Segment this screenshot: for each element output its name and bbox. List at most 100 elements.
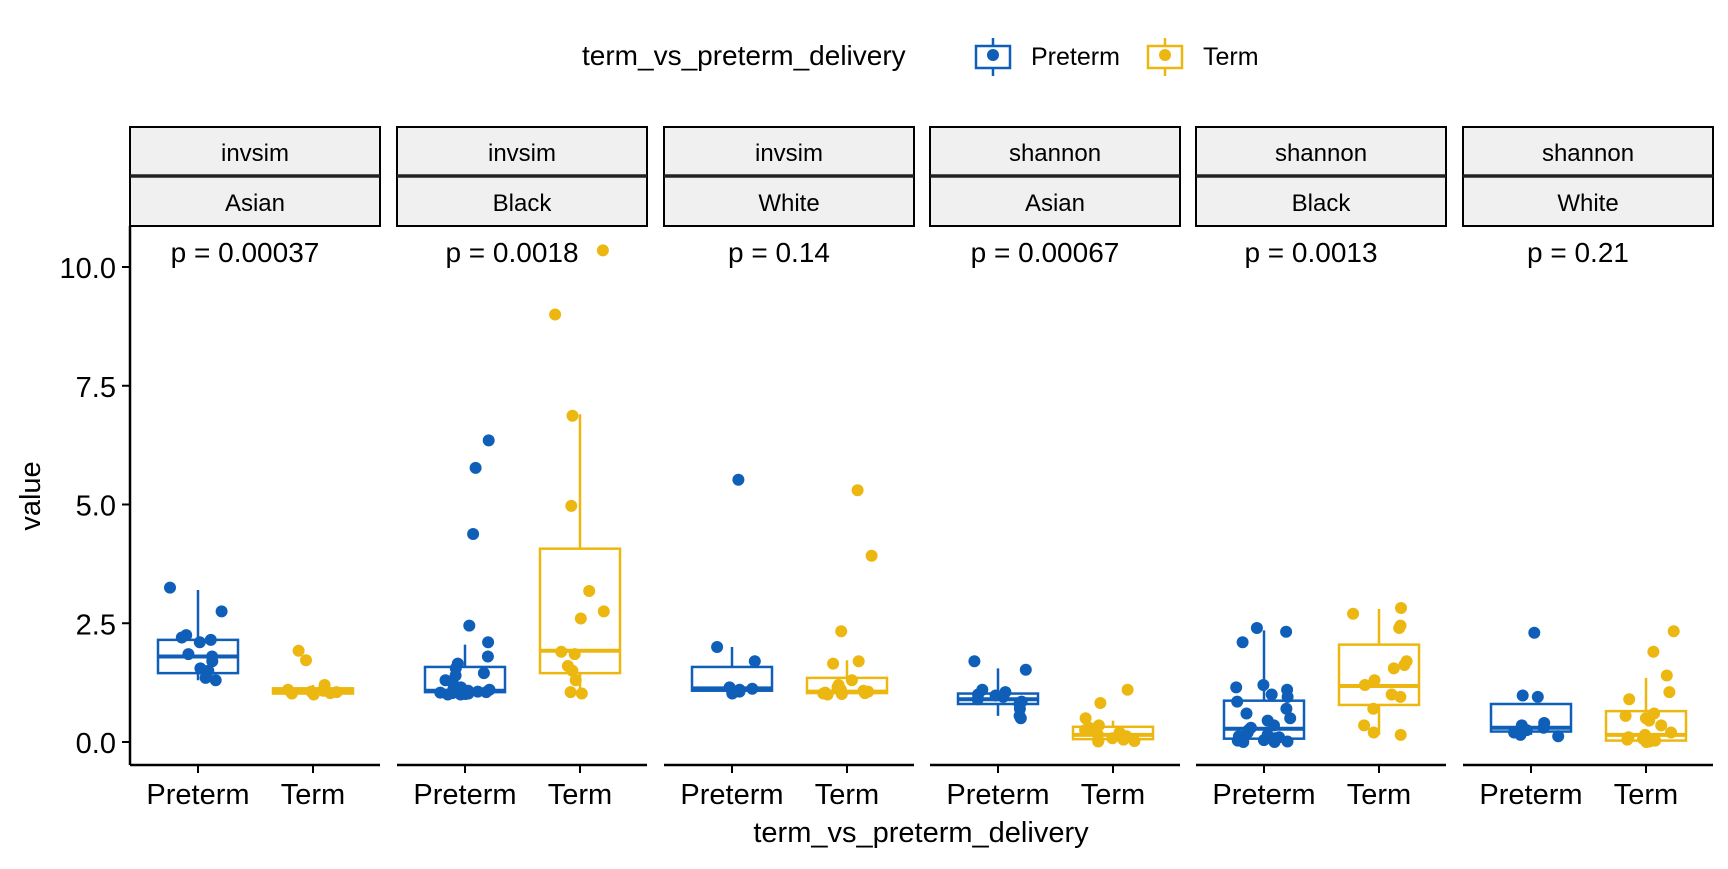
group-term: Term — [1604, 625, 1688, 811]
data-point — [1537, 721, 1550, 734]
group-term: Term — [1071, 683, 1155, 811]
data-point — [1393, 622, 1406, 634]
data-point — [1079, 712, 1092, 725]
data-point — [199, 671, 212, 684]
x-tick-label: Preterm — [946, 779, 1049, 811]
panel-3: invsim White p = 0.14 Preterm Term — [663, 126, 915, 811]
data-point — [1394, 728, 1407, 741]
legend-point — [987, 49, 999, 61]
data-point — [566, 409, 579, 422]
data-point — [748, 655, 761, 668]
data-point — [1284, 712, 1297, 725]
x-tick-label: Preterm — [1479, 779, 1582, 811]
data-point — [726, 687, 739, 700]
data-point — [858, 687, 871, 700]
data-point — [1230, 681, 1243, 694]
data-point — [1092, 735, 1105, 748]
data-point — [467, 528, 480, 540]
data-point — [835, 688, 848, 700]
strip-label-bottom: Asian — [225, 190, 285, 217]
group-term: Term — [538, 244, 622, 811]
data-point — [1231, 695, 1244, 708]
data-point — [575, 687, 588, 700]
data-point — [1094, 697, 1107, 709]
box — [1337, 643, 1421, 707]
strip-label-bottom: White — [1557, 190, 1618, 217]
data-point — [1514, 728, 1527, 741]
data-point — [845, 674, 858, 687]
group-preterm: Preterm — [1212, 622, 1316, 811]
data-point — [1387, 662, 1400, 675]
group-preterm: Preterm — [146, 581, 250, 811]
p-value-label: p = 0.14 — [728, 237, 830, 268]
data-point — [1660, 669, 1673, 682]
data-point — [324, 687, 337, 700]
x-tick-label: Preterm — [413, 779, 516, 811]
data-point — [463, 619, 476, 632]
y-axis: 0.0 2.5 5.0 7.5 10.0 value — [15, 226, 132, 765]
data-point — [1368, 674, 1381, 687]
data-point — [569, 674, 582, 687]
data-point — [1516, 689, 1529, 702]
data-point — [1014, 712, 1027, 725]
data-point — [1395, 602, 1407, 614]
data-point — [441, 688, 454, 701]
data-point — [1667, 625, 1680, 638]
data-point — [1665, 726, 1677, 739]
group-term: Term — [805, 484, 889, 811]
data-point — [1106, 732, 1119, 745]
data-point — [1281, 690, 1294, 703]
y-tick-label: 0.0 — [76, 728, 116, 760]
strip-label-top: shannon — [1275, 140, 1367, 167]
panel-2: invsim Black p = 0.0018 Preterm Term — [396, 126, 648, 811]
x-tick-label: Term — [1347, 779, 1411, 811]
data-point — [292, 644, 305, 657]
data-point — [565, 499, 578, 512]
legend-label: Preterm — [1031, 43, 1120, 71]
data-point — [469, 461, 482, 474]
p-value-label: p = 0.0013 — [1244, 237, 1377, 268]
data-point — [597, 605, 610, 618]
data-point — [215, 605, 228, 618]
data-point — [566, 664, 579, 677]
data-point — [1265, 688, 1278, 701]
legend-title: term_vs_preterm_delivery — [582, 40, 906, 71]
data-point — [1621, 733, 1634, 746]
strip-label-top: invsim — [221, 140, 289, 167]
data-point — [1528, 626, 1541, 639]
data-point — [477, 667, 490, 680]
data-point — [746, 682, 759, 695]
legend-point — [1159, 49, 1171, 61]
data-point — [1268, 719, 1280, 732]
data-point — [1552, 730, 1565, 743]
data-point — [968, 655, 981, 668]
data-point — [1092, 719, 1105, 732]
group-preterm: Preterm — [1479, 626, 1583, 811]
data-point — [997, 690, 1010, 703]
data-point — [711, 641, 724, 653]
x-tick-label: Term — [281, 779, 345, 811]
data-point — [1367, 726, 1380, 739]
group-preterm: Preterm — [680, 473, 784, 811]
panel-5: shannon Black p = 0.0013 Preterm Term — [1195, 126, 1447, 811]
data-point — [482, 636, 495, 649]
data-point — [574, 612, 587, 625]
x-tick-label: Preterm — [146, 779, 249, 811]
data-point — [206, 655, 219, 668]
data-point — [454, 688, 467, 701]
panel-6: shannon White p = 0.21 Preterm Term — [1462, 126, 1714, 811]
data-point — [555, 645, 568, 658]
data-point — [1250, 622, 1263, 634]
data-point — [1268, 736, 1281, 748]
data-point — [852, 655, 865, 668]
data-point — [1623, 693, 1636, 706]
y-tick-label: 2.5 — [76, 609, 116, 641]
data-point — [1240, 707, 1253, 720]
data-point — [1531, 690, 1544, 703]
data-point — [204, 633, 217, 646]
p-value-label: p = 0.00037 — [171, 237, 320, 268]
y-tick-label: 7.5 — [76, 372, 116, 404]
panel-4: shannon Asian p = 0.00067 Preterm Term — [929, 126, 1181, 811]
